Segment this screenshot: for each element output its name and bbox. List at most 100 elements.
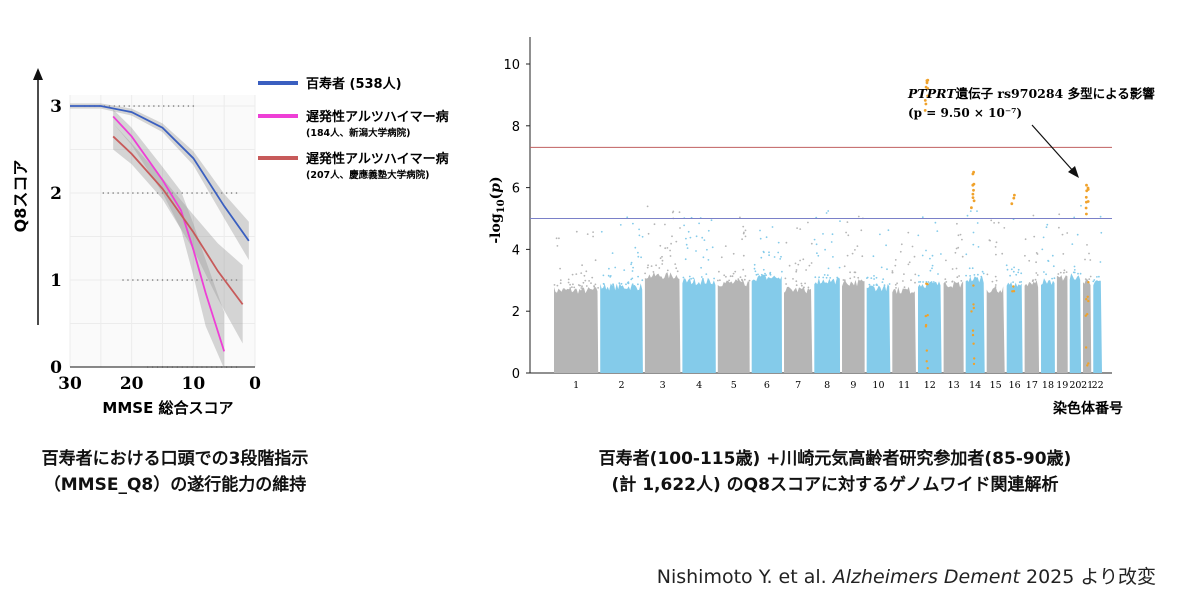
highlight-snp — [926, 367, 929, 370]
snp-point — [827, 267, 830, 270]
left-rug-point — [225, 279, 228, 281]
chromosome-12-body — [917, 281, 942, 373]
snp-point — [692, 277, 695, 280]
snp-point — [957, 246, 960, 249]
snp-point — [754, 270, 757, 273]
snp-point — [637, 255, 640, 258]
snp-point — [875, 283, 878, 286]
snp-point — [686, 247, 689, 250]
snp-point — [976, 222, 979, 224]
snp-point — [956, 222, 958, 225]
snp-point — [760, 273, 763, 276]
snp-point — [713, 277, 715, 280]
snp-point — [728, 279, 730, 282]
snp-point — [961, 238, 963, 241]
left-rug-point — [206, 279, 208, 281]
snp-point — [757, 273, 759, 276]
left-y-tick: 3 — [50, 97, 62, 117]
snp-point — [695, 250, 697, 252]
snp-point — [676, 270, 679, 273]
snp-point — [593, 285, 595, 287]
chromosome-label-8: 8 — [824, 380, 830, 391]
legend-label-3: 遅発性アルツハイマー病 — [306, 151, 449, 167]
snp-point — [922, 281, 924, 283]
snp-point — [1012, 270, 1015, 273]
snp-point — [781, 270, 783, 273]
left-rug-point — [132, 279, 134, 281]
snp-point — [927, 281, 930, 283]
chromosome-label-7: 7 — [795, 380, 801, 391]
highlight-snp — [1087, 281, 1090, 284]
snp-point — [602, 274, 605, 277]
snp-point — [936, 230, 939, 233]
snp-point — [1093, 279, 1096, 281]
snp-point — [744, 275, 747, 277]
snp-point — [1035, 252, 1038, 254]
left-rug-point — [158, 105, 160, 107]
chromosome-18-body — [1041, 278, 1055, 373]
snp-point — [580, 287, 583, 289]
snp-point — [883, 284, 886, 286]
snp-point — [638, 234, 641, 237]
snp-point — [815, 243, 818, 246]
snp-point — [655, 264, 657, 267]
snp-point — [661, 255, 663, 258]
series-1-line — [70, 105, 250, 242]
snp-point — [795, 280, 798, 283]
credit-year: 2025 より改変 — [1019, 566, 1156, 588]
snp-point — [795, 269, 798, 271]
snp-point — [991, 280, 994, 283]
snp-point — [664, 247, 667, 250]
snp-point — [658, 267, 661, 269]
snp-point — [684, 258, 687, 261]
snp-point — [592, 235, 594, 238]
snp-point — [1053, 277, 1056, 280]
snp-point — [853, 271, 856, 274]
snp-point — [792, 278, 794, 280]
snp-point — [1062, 253, 1065, 255]
snp-point — [638, 228, 640, 231]
left-rug-point — [171, 192, 174, 194]
snp-point — [857, 215, 860, 218]
highlight-snp — [924, 325, 928, 328]
snp-point — [626, 216, 629, 219]
snp-point — [600, 230, 603, 233]
snp-point — [810, 262, 813, 264]
snp-point — [929, 269, 932, 272]
snp-point — [584, 279, 587, 282]
snp-point — [602, 283, 605, 285]
left-rug-point — [191, 279, 193, 281]
snp-point — [732, 252, 735, 255]
snp-point — [675, 240, 678, 243]
snp-point — [630, 263, 632, 266]
snp-point — [644, 272, 646, 275]
highlight-snp — [1085, 189, 1089, 193]
left-y-tick: 1 — [50, 271, 62, 291]
snp-point — [582, 281, 585, 284]
snp-point — [808, 264, 811, 267]
snp-point — [569, 287, 572, 289]
snp-point — [678, 211, 681, 214]
highlight-snp — [925, 81, 929, 85]
snp-point — [659, 257, 662, 260]
snp-point — [764, 272, 766, 275]
snp-point — [670, 242, 672, 245]
snp-point — [823, 274, 826, 276]
snp-point — [674, 263, 677, 265]
right-y-tick: 2 — [512, 305, 520, 320]
snp-point — [918, 281, 920, 283]
snp-point — [921, 216, 924, 219]
snp-point — [753, 263, 756, 266]
highlight-snp — [972, 188, 975, 192]
left-rug-point — [127, 192, 129, 194]
snp-point — [637, 283, 639, 286]
snp-point — [822, 233, 824, 235]
snp-point — [675, 267, 678, 270]
snp-point — [581, 285, 583, 288]
left-rug-point — [156, 279, 159, 281]
chromosome-label-9: 9 — [850, 380, 856, 391]
right-caption-line-2: (計 1,622人) のQ8スコアに対するゲノムワイド関連解析 — [611, 475, 1059, 495]
snp-point — [925, 249, 927, 252]
snp-point — [581, 264, 583, 267]
highlight-snp — [925, 349, 928, 352]
